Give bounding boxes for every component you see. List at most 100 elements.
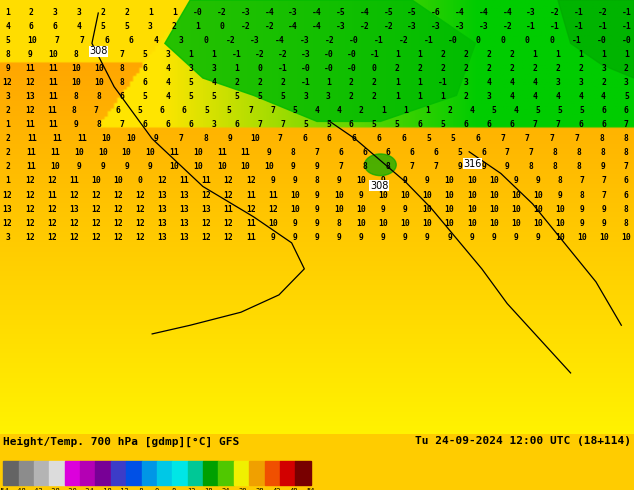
Text: 12: 12 [47, 233, 56, 242]
Text: 13: 13 [179, 191, 190, 199]
Text: 5: 5 [372, 120, 377, 129]
Text: 12: 12 [47, 204, 56, 214]
Text: 7: 7 [505, 148, 510, 157]
Bar [280, 461, 295, 486]
Text: 7: 7 [270, 106, 275, 115]
Text: 2: 2 [447, 106, 452, 115]
Text: 5: 5 [579, 106, 585, 115]
Text: 3: 3 [165, 49, 171, 59]
Text: -0: -0 [347, 64, 356, 73]
Text: -6: -6 [431, 8, 441, 17]
Text: 2: 2 [601, 78, 606, 87]
Text: 7: 7 [555, 120, 560, 129]
Text: 2: 2 [418, 64, 423, 73]
Text: 38: 38 [255, 488, 264, 490]
Text: -4: -4 [275, 36, 285, 45]
Text: 0: 0 [525, 36, 530, 45]
Text: 10: 10 [72, 64, 81, 73]
Text: 1: 1 [5, 120, 10, 129]
Text: 2: 2 [463, 92, 469, 101]
Text: 8: 8 [74, 49, 79, 59]
Text: 10: 10 [489, 191, 499, 199]
Text: 6: 6 [339, 148, 343, 157]
Text: 13: 13 [25, 92, 36, 101]
Text: 4: 4 [77, 22, 81, 30]
Text: 10: 10 [193, 148, 203, 157]
Text: 12: 12 [25, 204, 35, 214]
Text: 2: 2 [395, 64, 399, 73]
Text: 10: 10 [467, 176, 477, 185]
Text: 10: 10 [74, 148, 84, 157]
Text: -3: -3 [526, 8, 536, 17]
Text: 8: 8 [74, 92, 79, 101]
Text: 10: 10 [621, 233, 631, 242]
Text: 3: 3 [5, 92, 10, 101]
Text: 2: 2 [257, 78, 262, 87]
Text: 6: 6 [476, 134, 481, 143]
Text: 9: 9 [403, 176, 408, 185]
Text: -2: -2 [325, 36, 334, 45]
Text: 10: 10 [127, 134, 136, 143]
Text: 5: 5 [491, 106, 496, 115]
Text: 5: 5 [280, 92, 285, 101]
Text: -1: -1 [550, 22, 560, 30]
Text: 10: 10 [423, 191, 432, 199]
Text: 2: 2 [124, 8, 129, 17]
Text: 3: 3 [463, 78, 469, 87]
Text: 5: 5 [303, 120, 308, 129]
Text: 9: 9 [536, 233, 540, 242]
Text: 11: 11 [246, 233, 256, 242]
Text: 4: 4 [533, 78, 537, 87]
Text: 12: 12 [202, 233, 211, 242]
Text: 5: 5 [451, 134, 456, 143]
Text: 10: 10 [444, 219, 455, 228]
Text: 1: 1 [395, 49, 399, 59]
Text: 9: 9 [505, 163, 510, 172]
Text: 8: 8 [120, 64, 125, 73]
Text: 6: 6 [160, 106, 165, 115]
Text: 9: 9 [267, 148, 272, 157]
Text: 2: 2 [349, 78, 354, 87]
Text: 6: 6 [486, 120, 491, 129]
Text: -24: -24 [82, 488, 95, 490]
Bar [218, 461, 234, 486]
Text: -1: -1 [598, 22, 607, 30]
Text: 9: 9 [5, 64, 10, 73]
Text: -54: -54 [0, 488, 10, 490]
Text: 9: 9 [579, 219, 585, 228]
Bar [18, 461, 34, 486]
Text: 12: 12 [224, 176, 233, 185]
Text: 7: 7 [278, 134, 282, 143]
Text: 9: 9 [100, 163, 105, 172]
Text: 8: 8 [97, 120, 101, 129]
Text: 1: 1 [425, 106, 430, 115]
Text: Height/Temp. 700 hPa [gdmp][°C] GFS: Height/Temp. 700 hPa [gdmp][°C] GFS [3, 437, 240, 447]
Text: 13: 13 [3, 204, 13, 214]
Text: 7: 7 [624, 120, 629, 129]
Text: 10: 10 [268, 219, 278, 228]
Text: 12: 12 [69, 219, 79, 228]
Text: 1: 1 [5, 8, 10, 17]
Text: 10: 10 [290, 191, 300, 199]
Text: 12: 12 [135, 191, 145, 199]
Text: 0: 0 [500, 36, 505, 45]
Text: 3: 3 [624, 78, 629, 87]
Text: 12: 12 [25, 78, 36, 87]
Text: 9: 9 [228, 134, 233, 143]
Text: 4: 4 [165, 92, 171, 101]
Text: 7: 7 [120, 120, 125, 129]
Text: 12: 12 [113, 219, 123, 228]
Text: 6: 6 [509, 120, 514, 129]
Text: 6: 6 [624, 176, 629, 185]
Text: -4: -4 [359, 8, 370, 17]
Text: 9: 9 [337, 176, 342, 185]
Text: 9: 9 [425, 233, 430, 242]
Text: 12: 12 [91, 204, 101, 214]
Text: 11: 11 [179, 176, 190, 185]
Text: 11: 11 [217, 148, 227, 157]
Text: -0: -0 [301, 64, 311, 73]
Text: 10: 10 [334, 204, 344, 214]
Text: 5: 5 [624, 92, 629, 101]
Text: -12: -12 [117, 488, 129, 490]
Text: 6: 6 [165, 120, 171, 129]
